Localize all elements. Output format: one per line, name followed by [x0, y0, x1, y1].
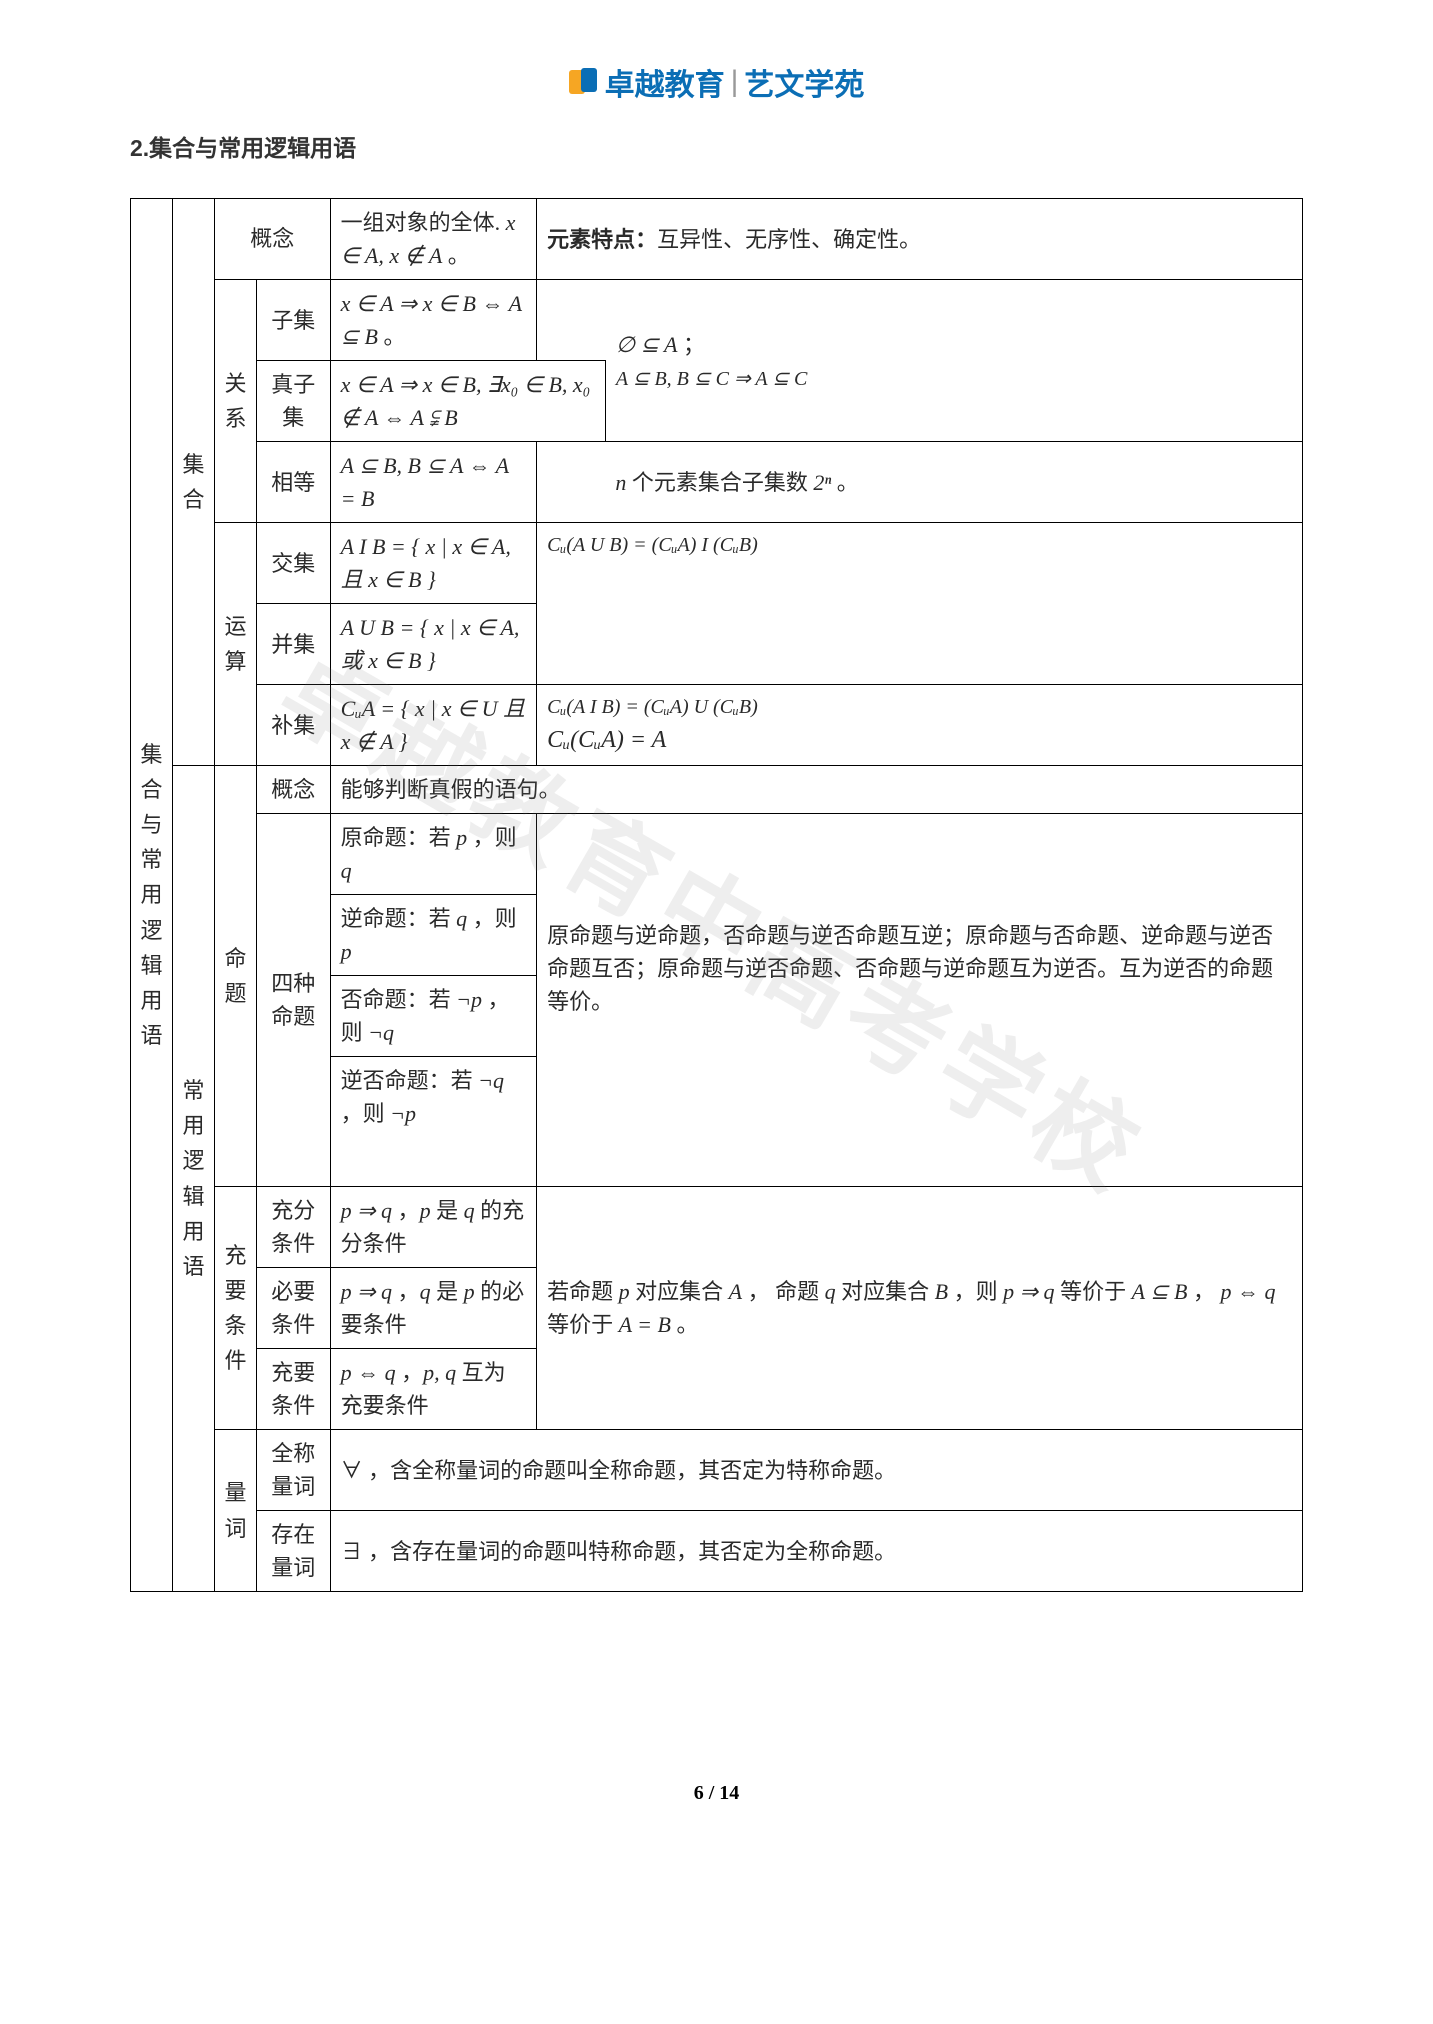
r15-iff-label: 充要条件 [257, 1349, 331, 1430]
r17-existential-label: 存在量词 [257, 1511, 331, 1592]
r12-contrapositive: 逆否命题：若 ¬q ，则 ¬p [330, 1057, 537, 1187]
col1-header: 集合与常用逻辑用语 [131, 199, 173, 1592]
r11-negation: 否命题：若 ¬p ，则 ¬q [330, 976, 537, 1057]
col3-proposition: 命题 [215, 766, 257, 1187]
col2-sets: 集合 [173, 199, 215, 766]
r5-intersection-label: 交集 [257, 523, 331, 604]
r9-four-props-label: 四种命题 [257, 814, 331, 1187]
r17-existential-def: ∃ ，含存在量词的命题叫特称命题，其否定为全称命题。 [330, 1511, 1302, 1592]
r4-spacer [537, 442, 606, 523]
r3-proper-subset-formula: x ∈ A ⇒ x ∈ B, ∃x₀ ∈ B, x₀ ∉ A ⇔ A ⫋ B [330, 361, 605, 442]
r9-original: 原命题：若 p ，则 q [330, 814, 537, 895]
r10-converse: 逆命题：若 q ，则 p [330, 895, 537, 976]
header-logo: 卓越教育 | 艺文学苑 [130, 60, 1303, 104]
r13-sufficient-def: p ⇒ q ，p 是 q 的充分条件 [330, 1187, 537, 1268]
r1-def: 一组对象的全体. x ∈ A, x ∉ A 。 [330, 199, 537, 280]
r2-subset-label: 子集 [257, 280, 331, 361]
col3-relation: 关系 [215, 280, 257, 523]
r9-relation-text: 原命题与逆命题，否命题与逆否命题互逆；原命题与否命题、逆命题与逆否命题互否；原命… [537, 814, 1303, 1187]
r7-complement-formula: CᵤA = { x | x ∈ U 且 x ∉ A } [330, 685, 537, 766]
col3-operation: 运算 [215, 523, 257, 766]
r8-prop-concept-label: 概念 [257, 766, 331, 814]
r13-condition-note: 若命题 p 对应集合 A ， 命题 q 对应集合 B ，则 p ⇒ q 等价于 … [537, 1187, 1303, 1430]
r5-demorgan1: Cᵤ(A U B) = (CᵤA) I (CᵤB) [537, 523, 1303, 685]
r4-count: n 个元素集合子集数 2ⁿ 。 [605, 442, 1302, 523]
col3-quantifier: 量词 [215, 1430, 257, 1592]
logo-brand-1: 卓越教育 [605, 60, 725, 104]
r16-universal-def: ∀ ，含全称量词的命题叫全称命题，其否定为特称命题。 [330, 1430, 1302, 1511]
section-title: 2.集合与常用逻辑用语 [130, 129, 1303, 163]
r1-concept: 概念 [215, 199, 331, 280]
r14-necessary-label: 必要条件 [257, 1268, 331, 1349]
page-number: 6 / 14 [130, 1782, 1303, 1805]
r4-equal-formula: A ⊆ B, B ⊆ A ⇔ A = B [330, 442, 537, 523]
r8-prop-concept-def: 能够判断真假的语句。 [330, 766, 1302, 814]
logo-brand-2: 艺文学苑 [744, 60, 864, 104]
col3-condition: 充要条件 [215, 1187, 257, 1430]
r7-demorgan2: Cᵤ(A I B) = (CᵤA) U (CᵤB) Cᵤ(CᵤA) = A [537, 685, 1303, 766]
col2-logic: 常用逻辑用语 [173, 766, 215, 1592]
r2-subset-formula: x ∈ A ⇒ x ∈ B ⇔ A ⊆ B 。 [330, 280, 537, 361]
r16-universal-label: 全称量词 [257, 1430, 331, 1511]
r3-proper-subset-label: 真子集 [257, 361, 331, 442]
r6-union-formula: A U B = { x | x ∈ A, 或 x ∈ B } [330, 604, 537, 685]
content-table: 集合与常用逻辑用语 集合 概念 一组对象的全体. x ∈ A, x ∉ A 。 … [130, 198, 1303, 1592]
logo-separator: | [731, 65, 739, 99]
r15-iff-def: p ⇔ q ，p, q 互为充要条件 [330, 1349, 537, 1430]
r1-feature: 元素特点：互异性、无序性、确定性。 [537, 199, 1303, 280]
r4-equal-label: 相等 [257, 442, 331, 523]
logo-icon [569, 68, 597, 96]
r14-necessary-def: p ⇒ q ，q 是 p 的必要条件 [330, 1268, 537, 1349]
page: 卓越教育 | 艺文学苑 2.集合与常用逻辑用语 卓越教育中高考学校 集合与常用逻… [0, 0, 1433, 1905]
r6-union-label: 并集 [257, 604, 331, 685]
r7-complement-label: 补集 [257, 685, 331, 766]
r13-sufficient-label: 充分条件 [257, 1187, 331, 1268]
r2-spacer [537, 280, 606, 361]
r2-right-props: ∅ ⊆ A ； A ⊆ B, B ⊆ C ⇒ A ⊆ C [605, 280, 1302, 442]
r5-intersection-formula: A I B = { x | x ∈ A, 且 x ∈ B } [330, 523, 537, 604]
